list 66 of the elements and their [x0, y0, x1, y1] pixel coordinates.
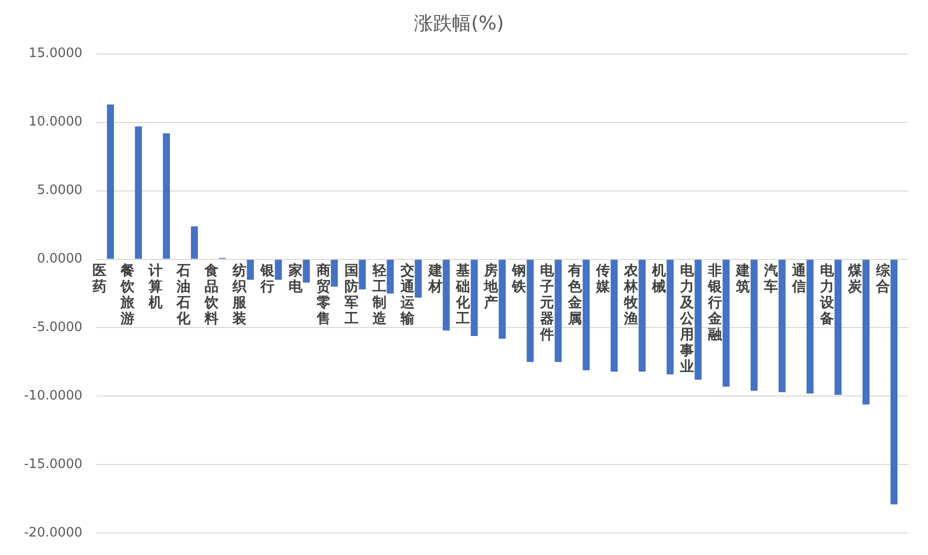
x-tick-label: 轻工制造 [371, 262, 388, 327]
x-tick-label: 银行 [259, 262, 276, 295]
y-tick-label: 10.0000 [28, 114, 82, 130]
x-tick-label: 医药 [91, 262, 106, 295]
x-tick-label: 农林牧渔 [623, 262, 640, 327]
x-tick-label: 非银行金融 [707, 262, 724, 343]
x-tick-label: 建材 [427, 262, 442, 295]
y-tick-label: -5.0000 [32, 320, 82, 336]
x-tick-label: 有色金属 [567, 262, 584, 327]
x-tick-label: 钢铁 [511, 262, 528, 295]
bar [554, 260, 562, 362]
bar [750, 260, 758, 391]
x-tick-label: 餐饮旅游 [119, 262, 136, 327]
bar [330, 260, 338, 287]
x-tick-label: 商贸零售 [315, 262, 330, 327]
bar [358, 260, 366, 290]
x-tick-label: 纺织服装 [231, 262, 248, 327]
x-tick-label: 房地产 [483, 262, 500, 311]
bar [862, 260, 870, 404]
x-tick-label: 通信 [791, 262, 808, 295]
y-tick-label: 5.0000 [36, 183, 82, 198]
bar [386, 260, 394, 294]
bar [442, 260, 450, 330]
x-tick-label: 基础化工 [455, 262, 472, 327]
bar [414, 260, 422, 298]
bar [526, 260, 534, 362]
bar [162, 133, 170, 259]
bar [274, 260, 282, 280]
bar [106, 104, 114, 259]
x-tick-label: 电力设备 [819, 262, 836, 327]
x-tick-label: 煤炭 [847, 262, 864, 295]
x-tick-label: 机械 [651, 262, 666, 295]
x-tick-label: 交通运输 [399, 262, 416, 327]
bar [134, 126, 142, 259]
bar [190, 226, 198, 259]
bar [302, 260, 310, 283]
bar [470, 260, 478, 336]
y-tick-label: -20.0000 [24, 526, 82, 541]
bar [498, 260, 506, 339]
bar [582, 260, 590, 370]
chart-title: 涨跌幅(%) [414, 12, 504, 34]
x-tick-label: 石油石化 [175, 262, 192, 327]
y-tick-label: 0.0000 [36, 252, 82, 267]
x-tick-label: 计算机 [147, 262, 162, 311]
x-tick-label: 建筑 [735, 262, 750, 295]
bar [834, 260, 842, 395]
y-tick-label: 15.0000 [28, 46, 82, 62]
y-tick-label: -15.0000 [24, 457, 82, 472]
x-tick-label: 电子元器件 [539, 262, 556, 343]
x-tick-label: 综合 [875, 262, 892, 295]
x-tick-label: 家电 [287, 262, 304, 295]
x-tick-label: 传媒 [595, 262, 612, 295]
bar [666, 260, 674, 374]
bar [778, 260, 786, 392]
bar [694, 260, 702, 380]
y-tick-label: -10.0000 [24, 388, 82, 404]
x-tick-label: 国防军工 [343, 262, 358, 327]
bar [890, 260, 898, 504]
bar [806, 260, 814, 394]
x-tick-label: 食品饮料 [203, 262, 220, 327]
x-tick-label: 汽车 [763, 262, 778, 295]
bar [610, 260, 618, 372]
x-tick-label: 电力及公用事业 [679, 262, 696, 375]
bar [722, 260, 730, 387]
bar [638, 260, 646, 372]
bar [246, 260, 254, 280]
